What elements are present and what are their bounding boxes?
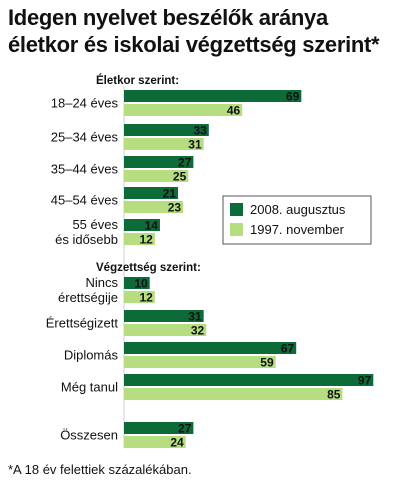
legend-swatch-2008 (230, 203, 243, 216)
bar-value-label-2008: 27 (178, 422, 192, 436)
bar-value-label-1997: 12 (139, 291, 153, 305)
bar-value-label-1997: 23 (168, 201, 182, 215)
group-heading: Végzettség szerint: (96, 262, 201, 274)
bar-value-label-1997: 24 (170, 436, 184, 450)
bar-value-label-2008: 21 (163, 187, 177, 201)
chart-title-line-1: Idegen nyelvet beszélők aránya (8, 5, 328, 30)
category-label: Érettségizett (46, 316, 119, 331)
bar-1997 (124, 324, 207, 336)
legend-label-2008: 2008. augusztus (250, 202, 346, 217)
bar-1997 (124, 291, 155, 303)
bar-2008 (124, 422, 194, 434)
category-label: 18–24 éves (51, 96, 119, 111)
bar-1997 (124, 201, 184, 213)
category-label: Még tanul (61, 380, 118, 395)
category-label: 25–34 éves (51, 130, 119, 145)
category-label: Összesen (60, 428, 118, 443)
bar-value-label-1997: 59 (260, 356, 274, 370)
category-label: Nincs (85, 275, 118, 290)
bar-2008 (124, 124, 209, 136)
bar-1997 (124, 356, 276, 368)
category-label: Diplomás (64, 348, 119, 363)
bar-2008 (124, 90, 302, 102)
bar-value-label-2008: 27 (178, 156, 192, 170)
bar-value-label-2008: 31 (188, 310, 202, 324)
bar-value-label-1997: 85 (327, 388, 341, 402)
footnote: *A 18 év felettiek százalékában. (8, 462, 192, 477)
legend-box (222, 195, 372, 245)
bar-value-label-2008: 67 (281, 342, 295, 356)
bar-1997 (124, 233, 155, 245)
bar-2008 (124, 156, 194, 168)
bar-value-label-1997: 32 (191, 324, 205, 338)
bar-2008 (124, 374, 374, 386)
bar-value-label-2008: 14 (145, 219, 159, 233)
legend-swatch-1997 (230, 223, 243, 236)
bar-1997 (124, 138, 204, 150)
bar-value-label-1997: 12 (139, 233, 153, 247)
group-heading: Életkor szerint: (96, 74, 179, 87)
bar-1997 (124, 170, 189, 182)
bar-value-label-1997: 31 (188, 138, 202, 152)
bar-2008 (124, 277, 150, 289)
bar-2008 (124, 219, 160, 231)
category-label: 45–54 éves (51, 193, 119, 208)
legend-label-1997: 1997. november (250, 222, 345, 237)
bar-2008 (124, 310, 204, 322)
bar-1997 (124, 436, 186, 448)
category-label: érettségije (58, 290, 118, 305)
chart-title: Idegen nyelvet beszélők aránya életkor é… (8, 4, 403, 58)
bar-value-label-2008: 10 (134, 277, 148, 291)
bar-2008 (124, 342, 297, 354)
bar-value-label-2008: 97 (358, 374, 372, 388)
bar-value-label-2008: 33 (193, 124, 207, 138)
bar-1997 (124, 388, 343, 400)
category-label: 35–44 éves (51, 162, 119, 177)
bar-value-label-1997: 25 (173, 170, 187, 184)
category-label: 55 éves (72, 217, 118, 232)
chart-title-line-2: életkor és iskolai végzettség szerint* (8, 32, 380, 57)
bar-value-label-1997: 46 (227, 104, 241, 118)
bar-2008 (124, 187, 178, 199)
bar-value-label-2008: 69 (286, 90, 300, 104)
bar-1997 (124, 104, 243, 116)
category-label: és idősebb (55, 232, 118, 247)
